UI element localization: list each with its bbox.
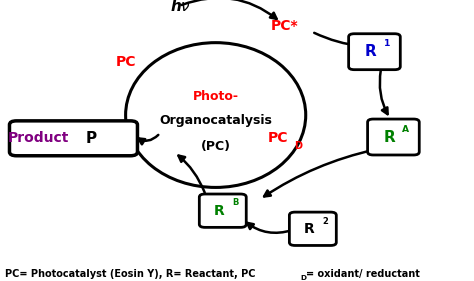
FancyBboxPatch shape: [348, 34, 400, 70]
Text: h$\nu$: h$\nu$: [170, 0, 191, 14]
Text: D: D: [300, 275, 306, 281]
Text: R: R: [304, 222, 314, 236]
Text: (PC): (PC): [201, 140, 231, 153]
FancyArrowPatch shape: [247, 223, 292, 233]
Text: 2: 2: [322, 217, 328, 226]
Text: B: B: [232, 198, 238, 207]
Text: PC= Photocatalyst (Eosin Y), R= Reactant, PC: PC= Photocatalyst (Eosin Y), R= Reactant…: [5, 269, 255, 279]
FancyArrowPatch shape: [138, 135, 158, 144]
Text: Photo-: Photo-: [192, 90, 239, 103]
Text: Product: Product: [8, 131, 69, 145]
FancyBboxPatch shape: [368, 119, 419, 155]
FancyArrowPatch shape: [380, 70, 388, 114]
Text: = oxidant/ reductant: = oxidant/ reductant: [306, 269, 419, 279]
FancyArrowPatch shape: [314, 33, 360, 48]
FancyArrowPatch shape: [182, 0, 277, 19]
FancyBboxPatch shape: [9, 121, 137, 156]
Text: 1: 1: [383, 39, 390, 48]
Text: Organocatalysis: Organocatalysis: [159, 114, 272, 127]
FancyBboxPatch shape: [289, 212, 336, 246]
Text: R: R: [214, 204, 224, 218]
Text: P: P: [86, 131, 97, 146]
Text: A: A: [402, 125, 410, 134]
Text: R: R: [384, 130, 395, 144]
Text: D: D: [294, 140, 302, 151]
FancyArrowPatch shape: [178, 156, 205, 192]
FancyArrowPatch shape: [264, 149, 375, 196]
Text: PC: PC: [115, 55, 136, 69]
Text: PC*: PC*: [271, 19, 298, 33]
Text: PC: PC: [268, 131, 288, 145]
Text: R: R: [365, 44, 376, 59]
FancyBboxPatch shape: [199, 194, 246, 227]
